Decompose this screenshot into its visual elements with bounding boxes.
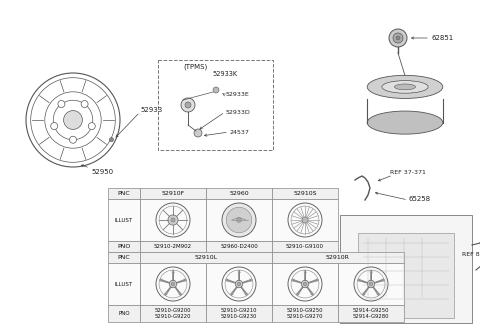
Circle shape bbox=[169, 280, 177, 288]
Text: 52933D: 52933D bbox=[226, 110, 251, 114]
Text: 52933K: 52933K bbox=[213, 71, 238, 77]
Bar bbox=[140, 263, 206, 305]
Bar bbox=[108, 305, 140, 322]
Circle shape bbox=[235, 280, 243, 288]
Text: PNO: PNO bbox=[118, 311, 130, 316]
Circle shape bbox=[168, 215, 178, 225]
Bar bbox=[358, 233, 454, 318]
Bar bbox=[206, 241, 272, 252]
Bar bbox=[272, 263, 338, 305]
Circle shape bbox=[81, 100, 88, 108]
Bar bbox=[140, 305, 206, 322]
Circle shape bbox=[109, 138, 114, 142]
Circle shape bbox=[367, 280, 375, 288]
Circle shape bbox=[396, 36, 400, 40]
Circle shape bbox=[303, 282, 307, 286]
Text: 52910-G9250
52910-G9270: 52910-G9250 52910-G9270 bbox=[287, 308, 323, 319]
Text: ILLUST: ILLUST bbox=[115, 217, 133, 222]
Bar bbox=[272, 305, 338, 322]
Circle shape bbox=[171, 282, 175, 286]
Circle shape bbox=[88, 123, 95, 130]
Bar bbox=[206, 263, 272, 305]
Bar bbox=[340, 215, 472, 323]
Ellipse shape bbox=[367, 75, 443, 98]
Bar bbox=[272, 241, 338, 252]
Circle shape bbox=[185, 102, 191, 108]
Bar bbox=[140, 252, 272, 263]
Text: 52910S: 52910S bbox=[293, 191, 317, 196]
Text: PNO: PNO bbox=[117, 244, 131, 249]
Text: 52910-G9210
52910-G9230: 52910-G9210 52910-G9230 bbox=[221, 308, 257, 319]
Bar bbox=[206, 199, 272, 241]
Text: (TPMS): (TPMS) bbox=[184, 64, 208, 70]
Circle shape bbox=[58, 100, 65, 108]
Circle shape bbox=[222, 203, 256, 237]
Circle shape bbox=[237, 217, 241, 223]
Text: REF 83-851: REF 83-851 bbox=[462, 253, 480, 257]
Bar bbox=[140, 199, 206, 241]
Circle shape bbox=[301, 280, 309, 288]
Text: ILLUST: ILLUST bbox=[115, 281, 133, 286]
Text: 52960: 52960 bbox=[229, 191, 249, 196]
Text: PNC: PNC bbox=[118, 191, 131, 196]
Text: 52910F: 52910F bbox=[161, 191, 185, 196]
Text: REF 37-371: REF 37-371 bbox=[390, 171, 426, 175]
Ellipse shape bbox=[382, 81, 428, 93]
Ellipse shape bbox=[367, 111, 443, 134]
Text: 52933: 52933 bbox=[141, 107, 163, 113]
Bar bbox=[272, 199, 338, 241]
Bar bbox=[140, 241, 206, 252]
Bar bbox=[206, 188, 272, 199]
Text: 52910R: 52910R bbox=[326, 255, 350, 260]
Bar bbox=[338, 263, 404, 305]
Bar bbox=[108, 199, 140, 241]
Circle shape bbox=[171, 218, 175, 222]
Circle shape bbox=[237, 282, 240, 286]
Text: 24537: 24537 bbox=[230, 130, 250, 134]
Text: 52914-G9250
52914-G9280: 52914-G9250 52914-G9280 bbox=[353, 308, 389, 319]
Circle shape bbox=[302, 217, 308, 223]
Bar bbox=[140, 188, 206, 199]
Ellipse shape bbox=[395, 84, 416, 90]
Bar bbox=[108, 241, 140, 252]
Text: 52933E: 52933E bbox=[226, 92, 250, 97]
Text: 52910-2M902: 52910-2M902 bbox=[154, 244, 192, 249]
Circle shape bbox=[70, 136, 76, 143]
Text: 52910L: 52910L bbox=[194, 255, 217, 260]
Circle shape bbox=[63, 111, 83, 130]
Bar bbox=[272, 252, 404, 263]
Circle shape bbox=[51, 123, 58, 130]
Text: PNC: PNC bbox=[118, 255, 131, 260]
Circle shape bbox=[369, 282, 372, 286]
Circle shape bbox=[194, 129, 202, 137]
Text: 52950: 52950 bbox=[92, 169, 114, 175]
Circle shape bbox=[393, 33, 403, 43]
Text: 65258: 65258 bbox=[409, 196, 431, 202]
Bar bbox=[108, 188, 140, 199]
Circle shape bbox=[389, 29, 407, 47]
Text: 52960-D2400: 52960-D2400 bbox=[220, 244, 258, 249]
Bar bbox=[108, 263, 140, 305]
Bar bbox=[272, 188, 338, 199]
Bar bbox=[338, 305, 404, 322]
Circle shape bbox=[213, 87, 219, 93]
Bar bbox=[206, 305, 272, 322]
Circle shape bbox=[181, 98, 195, 112]
Text: 62851: 62851 bbox=[432, 35, 454, 41]
Circle shape bbox=[226, 207, 252, 233]
Bar bbox=[108, 252, 140, 263]
Text: 52910-G9200
52910-G9220: 52910-G9200 52910-G9220 bbox=[155, 308, 191, 319]
Text: 52910-G9100: 52910-G9100 bbox=[286, 244, 324, 249]
Bar bbox=[158, 60, 273, 150]
